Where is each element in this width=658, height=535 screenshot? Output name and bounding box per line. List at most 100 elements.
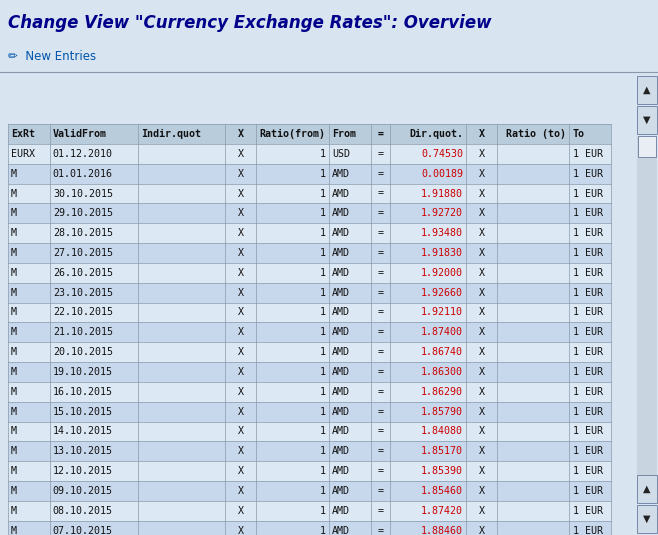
Text: 30.10.2015: 30.10.2015 [53, 188, 113, 198]
Text: 1.87420: 1.87420 [421, 506, 463, 516]
Bar [638, 136, 656, 157]
Text: =: = [377, 188, 383, 198]
Text: Dir.quot.: Dir.quot. [409, 129, 463, 139]
Text: M: M [11, 188, 17, 198]
Text: 1 EUR: 1 EUR [572, 486, 603, 496]
Text: 27.10.2015: 27.10.2015 [53, 248, 113, 258]
Text: 0.74530: 0.74530 [421, 149, 463, 159]
Text: X: X [238, 407, 243, 417]
Text: 22.10.2015: 22.10.2015 [53, 308, 113, 317]
Bar [8, 243, 611, 263]
Text: X: X [238, 208, 243, 218]
Text: 1: 1 [320, 506, 326, 516]
Text: 21.10.2015: 21.10.2015 [53, 327, 113, 337]
Bar [8, 303, 611, 323]
Text: 12.10.2015: 12.10.2015 [53, 466, 113, 476]
Text: 19.10.2015: 19.10.2015 [53, 367, 113, 377]
Text: 1.86300: 1.86300 [421, 367, 463, 377]
Text: 29.10.2015: 29.10.2015 [53, 208, 113, 218]
Text: 1 EUR: 1 EUR [572, 466, 603, 476]
Text: AMD: AMD [332, 387, 350, 397]
Text: M: M [11, 268, 17, 278]
Text: X: X [478, 188, 484, 198]
Text: Ratio(from): Ratio(from) [259, 129, 326, 139]
Text: 20.10.2015: 20.10.2015 [53, 347, 113, 357]
Text: 14.10.2015: 14.10.2015 [53, 426, 113, 437]
Text: =: = [377, 208, 383, 218]
Text: 1: 1 [320, 426, 326, 437]
Text: X: X [238, 228, 243, 238]
Bar [8, 184, 611, 203]
Text: X: X [478, 129, 484, 139]
Text: =: = [377, 506, 383, 516]
Text: EURX: EURX [11, 149, 35, 159]
Text: 09.10.2015: 09.10.2015 [53, 486, 113, 496]
Text: AMD: AMD [332, 248, 350, 258]
Text: ▲: ▲ [643, 85, 651, 95]
Text: 1: 1 [320, 268, 326, 278]
Bar [8, 203, 611, 223]
Text: AMD: AMD [332, 347, 350, 357]
Text: =: = [377, 387, 383, 397]
Bar [637, 136, 657, 503]
Text: ▼: ▼ [643, 514, 651, 524]
Text: X: X [238, 149, 243, 159]
Text: 1.92660: 1.92660 [421, 288, 463, 297]
Text: 0.00189: 0.00189 [421, 169, 463, 179]
Text: 1 EUR: 1 EUR [572, 446, 603, 456]
Text: AMD: AMD [332, 525, 350, 535]
Text: 15.10.2015: 15.10.2015 [53, 407, 113, 417]
Text: M: M [11, 466, 17, 476]
Text: X: X [478, 486, 484, 496]
Text: AMD: AMD [332, 367, 350, 377]
Text: AMD: AMD [332, 426, 350, 437]
Text: 1.88460: 1.88460 [421, 525, 463, 535]
Text: Indir.quot: Indir.quot [141, 129, 201, 139]
Text: 1.85390: 1.85390 [421, 466, 463, 476]
Bar [8, 422, 611, 441]
Text: =: = [377, 129, 383, 139]
Text: =: = [377, 426, 383, 437]
Text: 28.10.2015: 28.10.2015 [53, 228, 113, 238]
Bar [8, 263, 611, 282]
Text: AMD: AMD [332, 446, 350, 456]
Text: =: = [377, 169, 383, 179]
Text: 1.85460: 1.85460 [421, 486, 463, 496]
Text: 1 EUR: 1 EUR [572, 248, 603, 258]
Text: 1 EUR: 1 EUR [572, 525, 603, 535]
Text: 1: 1 [320, 288, 326, 297]
Bar [8, 402, 611, 422]
Text: X: X [238, 486, 243, 496]
Text: 1.93480: 1.93480 [421, 228, 463, 238]
Text: AMD: AMD [332, 327, 350, 337]
Text: 16.10.2015: 16.10.2015 [53, 387, 113, 397]
Text: 1.86290: 1.86290 [421, 387, 463, 397]
Text: 1.85790: 1.85790 [421, 407, 463, 417]
Text: 1: 1 [320, 446, 326, 456]
Bar [8, 501, 611, 521]
Text: 1: 1 [320, 228, 326, 238]
Text: 1 EUR: 1 EUR [572, 367, 603, 377]
Text: M: M [11, 228, 17, 238]
Text: X: X [478, 387, 484, 397]
Text: 1.84080: 1.84080 [421, 426, 463, 437]
Text: M: M [11, 506, 17, 516]
Text: 1: 1 [320, 308, 326, 317]
Text: 1 EUR: 1 EUR [572, 228, 603, 238]
Text: AMD: AMD [332, 208, 350, 218]
Text: M: M [11, 367, 17, 377]
Text: X: X [238, 466, 243, 476]
Text: M: M [11, 288, 17, 297]
Text: X: X [478, 407, 484, 417]
Bar [8, 441, 611, 461]
Text: 08.10.2015: 08.10.2015 [53, 506, 113, 516]
Text: X: X [478, 248, 484, 258]
Text: 1.91830: 1.91830 [421, 248, 463, 258]
Text: X: X [478, 268, 484, 278]
Text: =: = [377, 486, 383, 496]
Bar [8, 481, 611, 501]
Text: 1: 1 [320, 248, 326, 258]
Bar [637, 106, 657, 134]
Text: Ratio (to): Ratio (to) [506, 129, 567, 139]
Bar [8, 164, 611, 184]
